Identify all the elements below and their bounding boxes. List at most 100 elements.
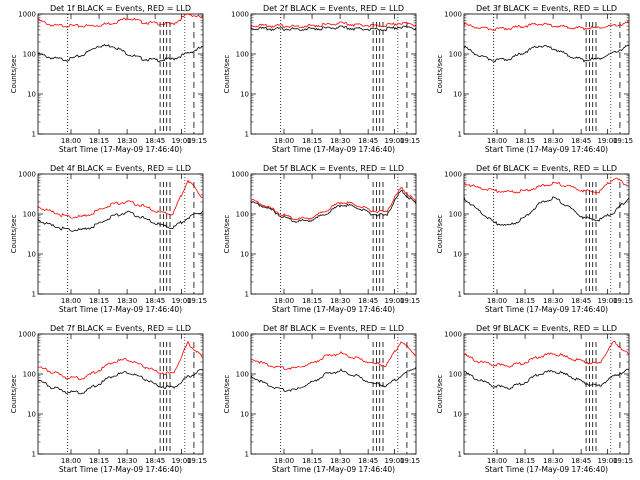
panel-det-5: Det 5f BLACK = Events, RED = LLD 1 10 100 10… [223,164,420,314]
y-tick-label: 10 [27,251,36,259]
x-tick-label: 18:30 [117,297,137,305]
x-tick-label: 19:15 [613,297,633,305]
y-tick-label: 1 [458,451,462,459]
plot-frame [250,173,417,295]
x-tick-label: 19:15 [400,137,420,145]
x-tick-label: 19:15 [187,297,207,305]
y-axis-label: Counts/sec [436,55,444,94]
panel-title: Det 3f BLACK = Events, RED = LLD [476,4,617,13]
plot-frame [463,333,630,455]
x-tick-label: 18:00 [274,297,294,305]
x-tick-label: 18:30 [330,137,350,145]
y-axis-label: Counts/sec [223,215,231,254]
series-line-red [463,21,630,32]
y-tick-label: 1 [245,131,249,139]
x-tick-label: 18:45 [571,457,591,465]
x-axis-label: Start Time (17-May-09 17:46:40) [272,465,395,474]
x-tick-label: 19:00 [384,457,404,465]
series-line-black [37,210,204,232]
x-tick-label: 18:45 [145,457,165,465]
y-tick-label: 100 [236,51,249,59]
panel-title: Det 2f BLACK = Events, RED = LLD [263,4,404,13]
x-tick-label: 18:15 [89,137,109,145]
y-tick-label: 1000 [18,171,36,179]
x-tick-label: 18:00 [274,457,294,465]
x-tick-label: 18:45 [571,137,591,145]
y-axis-label: Counts/sec [436,375,444,414]
x-tick-label: 18:30 [543,297,563,305]
y-axis-label: Counts/sec [223,375,231,414]
x-tick-label: 18:15 [89,297,109,305]
x-axis-label: Start Time (17-May-09 17:46:40) [485,465,608,474]
x-tick-label: 18:00 [61,297,81,305]
x-tick-label: 19:15 [187,457,207,465]
x-tick-label: 18:00 [274,137,294,145]
panel-det-9: Det 9f BLACK = Events, RED = LLD 1 10 100 10… [436,324,633,474]
x-tick-label: 18:15 [302,457,322,465]
y-tick-label: 100 [449,51,462,59]
x-tick-label: 19:15 [400,297,420,305]
x-tick-label: 18:30 [117,457,137,465]
y-tick-label: 1 [32,451,36,459]
panel-det-3: Det 3f BLACK = Events, RED = LLD 1 10 100 10… [436,4,633,154]
y-axis-label: Counts/sec [436,215,444,254]
y-tick-label: 100 [449,371,462,379]
series-line-red [250,21,417,29]
x-tick-label: 19:00 [384,137,404,145]
series-line-red [463,177,630,194]
y-tick-label: 100 [236,371,249,379]
series-line-black [250,25,417,32]
series-line-black [38,369,204,395]
x-tick-label: 18:00 [61,137,81,145]
y-tick-label: 1000 [231,171,249,179]
x-tick-label: 18:00 [61,457,81,465]
x-tick-label: 18:45 [358,457,378,465]
y-tick-label: 10 [27,91,36,99]
panel-title: Det 8f BLACK = Events, RED = LLD [263,324,404,333]
panel-det-7: Det 7f BLACK = Events, RED = LLD 1 10 100 10… [10,324,207,474]
y-tick-label: 1 [458,131,462,139]
x-tick-label: 18:45 [145,297,165,305]
x-axis-label: Start Time (17-May-09 17:46:40) [59,465,182,474]
panel-title: Det 5f BLACK = Events, RED = LLD [263,164,404,173]
panel-title: Det 1f BLACK = Events, RED = LLD [50,4,191,13]
x-tick-label: 18:15 [302,297,322,305]
series-line-red [250,341,417,370]
x-axis-label: Start Time (17-May-09 17:46:40) [59,145,182,154]
y-tick-label: 1 [458,291,462,299]
plot-frame [463,13,630,135]
x-tick-label: 18:15 [515,457,535,465]
y-tick-label: 10 [453,411,462,419]
x-axis-label: Start Time (17-May-09 17:46:40) [272,305,395,314]
plot-frame [37,13,204,135]
plot-frame [250,13,417,135]
x-tick-label: 19:15 [613,457,633,465]
series-line-red [250,187,417,221]
x-tick-label: 18:15 [89,457,109,465]
x-tick-label: 19:00 [171,457,191,465]
x-tick-label: 18:30 [117,137,137,145]
x-tick-label: 18:00 [487,297,507,305]
x-tick-label: 18:00 [487,457,507,465]
x-tick-label: 19:00 [597,457,617,465]
y-tick-label: 100 [449,211,462,219]
y-tick-label: 1000 [444,171,462,179]
x-tick-label: 18:30 [330,457,350,465]
x-tick-label: 19:15 [613,137,633,145]
series-line-red [37,13,204,28]
panel-title: Det 6f BLACK = Events, RED = LLD [476,164,617,173]
x-tick-label: 19:00 [384,297,404,305]
y-axis-label: Counts/sec [223,55,231,94]
y-tick-label: 100 [23,51,36,59]
x-tick-label: 19:00 [171,137,191,145]
panel-title: Det 4f BLACK = Events, RED = LLD [50,164,191,173]
series-line-black [463,368,630,390]
y-tick-label: 10 [240,251,249,259]
panel-title: Det 9f BLACK = Events, RED = LLD [476,324,617,333]
panel-det-1: Det 1f BLACK = Events, RED = LLD 1 10 100 10… [10,4,207,154]
x-axis-label: Start Time (17-May-09 17:46:40) [485,305,608,314]
x-tick-label: 18:45 [358,297,378,305]
series-line-red [37,179,204,219]
y-tick-label: 1 [245,451,249,459]
plot-frame [250,333,417,455]
